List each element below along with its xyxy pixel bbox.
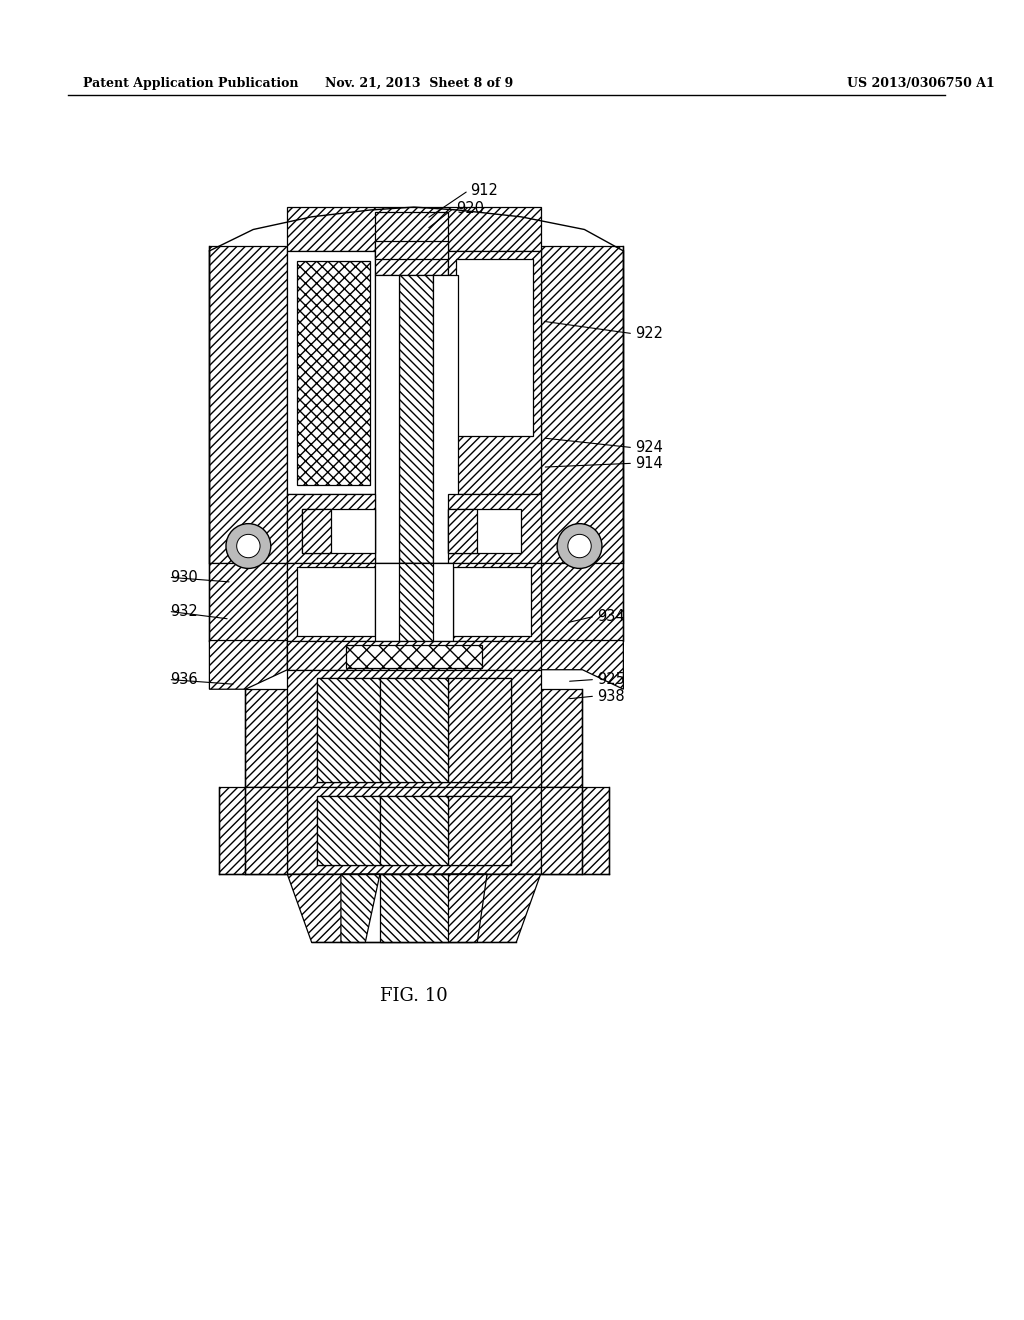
Text: 934: 934 — [597, 609, 625, 623]
Polygon shape — [541, 787, 583, 874]
Circle shape — [226, 524, 270, 569]
Text: 912: 912 — [470, 183, 499, 198]
Polygon shape — [380, 677, 449, 781]
Polygon shape — [297, 568, 375, 636]
Polygon shape — [541, 246, 624, 562]
Polygon shape — [302, 510, 331, 553]
Polygon shape — [316, 796, 380, 865]
Polygon shape — [288, 787, 541, 874]
Polygon shape — [219, 787, 288, 874]
Polygon shape — [346, 645, 482, 668]
Polygon shape — [375, 213, 449, 276]
Polygon shape — [288, 640, 541, 669]
Polygon shape — [541, 689, 583, 787]
Polygon shape — [246, 787, 288, 874]
Polygon shape — [380, 874, 449, 942]
Polygon shape — [288, 562, 541, 640]
Text: Patent Application Publication: Patent Application Publication — [83, 77, 298, 90]
Polygon shape — [449, 510, 477, 553]
Polygon shape — [449, 495, 541, 562]
Polygon shape — [449, 510, 521, 553]
Circle shape — [237, 535, 260, 558]
Polygon shape — [341, 874, 380, 942]
Text: 914: 914 — [635, 455, 663, 471]
Polygon shape — [210, 246, 288, 562]
Polygon shape — [288, 495, 375, 562]
Polygon shape — [449, 796, 511, 865]
Circle shape — [557, 524, 602, 569]
Text: 938: 938 — [597, 689, 625, 704]
Polygon shape — [302, 510, 375, 553]
Polygon shape — [288, 251, 375, 495]
Polygon shape — [449, 677, 511, 781]
Polygon shape — [316, 796, 511, 865]
Polygon shape — [288, 669, 541, 787]
Polygon shape — [210, 562, 288, 640]
Polygon shape — [449, 251, 541, 495]
Polygon shape — [316, 677, 380, 781]
Circle shape — [568, 535, 591, 558]
Polygon shape — [541, 562, 624, 640]
Polygon shape — [541, 787, 608, 874]
Text: Nov. 21, 2013  Sheet 8 of 9: Nov. 21, 2013 Sheet 8 of 9 — [325, 77, 513, 90]
Polygon shape — [541, 640, 624, 689]
Polygon shape — [246, 689, 288, 787]
Polygon shape — [341, 874, 487, 942]
Text: 936: 936 — [170, 672, 198, 686]
Polygon shape — [449, 874, 487, 942]
Polygon shape — [288, 874, 541, 942]
Polygon shape — [456, 259, 532, 436]
Polygon shape — [375, 242, 449, 259]
Polygon shape — [316, 677, 511, 781]
Text: 922: 922 — [635, 326, 664, 341]
Text: FIG. 10: FIG. 10 — [380, 987, 447, 1005]
Polygon shape — [380, 796, 449, 865]
Polygon shape — [375, 562, 453, 640]
Text: 930: 930 — [170, 570, 199, 585]
Polygon shape — [433, 276, 458, 562]
Polygon shape — [297, 260, 370, 484]
Text: 925: 925 — [597, 672, 625, 686]
Polygon shape — [375, 276, 399, 562]
Text: 924: 924 — [635, 440, 663, 455]
Text: 920: 920 — [456, 201, 483, 215]
Polygon shape — [399, 562, 433, 640]
Polygon shape — [210, 640, 288, 689]
Polygon shape — [453, 568, 530, 636]
Text: US 2013/0306750 A1: US 2013/0306750 A1 — [848, 77, 995, 90]
Polygon shape — [399, 276, 433, 562]
Text: 932: 932 — [170, 603, 199, 619]
Polygon shape — [288, 207, 541, 251]
